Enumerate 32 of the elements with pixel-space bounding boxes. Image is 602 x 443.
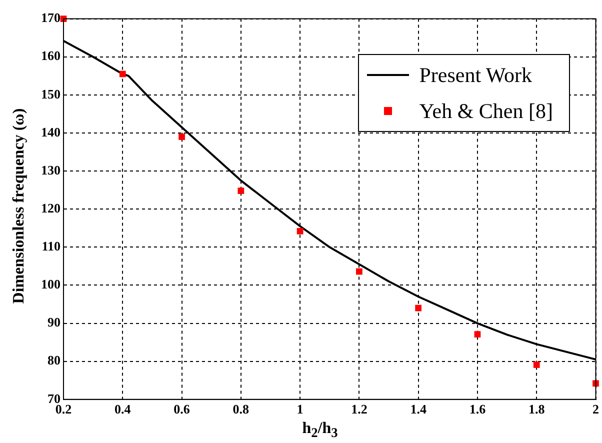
x-tick-label: 2 <box>592 402 599 417</box>
point <box>178 134 185 140</box>
y-axis-title: Dimensionless frequency (ω) <box>11 108 29 304</box>
point <box>415 304 422 312</box>
y-tick-label: 80 <box>48 352 60 368</box>
y-tick-label: 70 <box>48 390 60 406</box>
x-tick-label: 1.2 <box>351 402 368 417</box>
x-axis-title: h$_{2}$/h$_{3}$ <box>301 420 339 441</box>
y-tick-label: 120 <box>41 200 60 216</box>
y-tick-label: 170 <box>41 10 60 26</box>
y-tick-label: 100 <box>41 276 60 292</box>
y-tick-label: 110 <box>42 238 60 254</box>
y-tick-label: 150 <box>41 86 60 102</box>
point <box>533 362 540 368</box>
x-tick-label: 1.8 <box>528 402 546 417</box>
x-tick-label: 1.4 <box>410 402 427 417</box>
legend-label: Yeh & Chen [8] <box>419 98 553 125</box>
y-tick-label: 160 <box>41 48 60 64</box>
point <box>296 228 304 234</box>
x-tick-label: 0.8 <box>232 402 250 417</box>
x-tick-label: 0.6 <box>174 402 190 417</box>
y-tick-label: 130 <box>41 162 60 178</box>
point <box>474 331 481 338</box>
x-tick-label: 1 <box>296 402 304 417</box>
x-tick-label: 1.6 <box>469 402 486 417</box>
point <box>119 70 126 78</box>
legend-label: Present Work <box>419 62 532 89</box>
point <box>238 188 244 194</box>
y-tick-label: 140 <box>41 124 60 140</box>
y-tick-label: 90 <box>48 314 60 330</box>
point <box>356 268 362 275</box>
x-tick-label: 0.4 <box>114 402 132 417</box>
